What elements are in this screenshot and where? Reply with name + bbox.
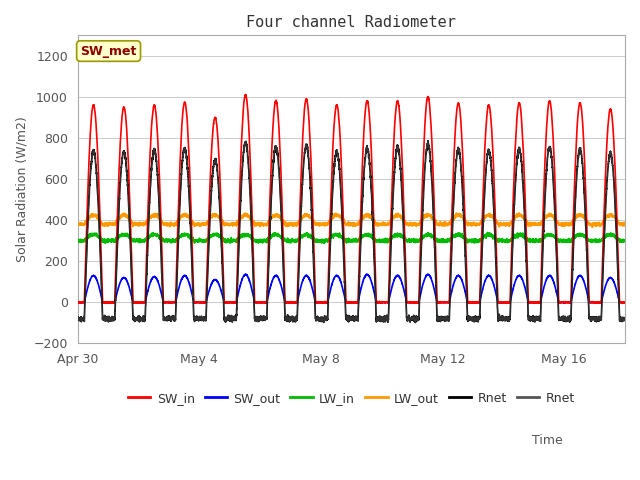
Rnet xyxy=(257,315,265,321)
Rnet xyxy=(96,239,104,244)
SW_out xyxy=(242,271,250,277)
LW_out xyxy=(257,222,265,228)
LW_out xyxy=(621,221,629,227)
SW_out xyxy=(615,297,623,302)
Rnet xyxy=(399,221,407,227)
LW_out xyxy=(515,210,523,216)
LW_out xyxy=(175,217,182,223)
Line: LW_out: LW_out xyxy=(77,213,625,228)
SW_in xyxy=(172,293,180,299)
Title: Four channel Radiometer: Four channel Radiometer xyxy=(246,15,456,30)
LW_in xyxy=(615,236,623,242)
LW_in xyxy=(621,238,629,243)
SW_in xyxy=(242,92,250,97)
Rnet xyxy=(74,316,81,322)
LW_out xyxy=(399,216,407,222)
SW_out xyxy=(257,300,265,305)
SW_in xyxy=(74,300,81,305)
SW_in xyxy=(76,300,84,306)
Line: Rnet: Rnet xyxy=(77,141,625,323)
Rnet xyxy=(399,221,407,227)
LW_in xyxy=(399,233,407,239)
LW_in xyxy=(102,240,109,246)
Y-axis label: Solar Radiation (W/m2): Solar Radiation (W/m2) xyxy=(15,117,28,262)
SW_out xyxy=(399,285,407,291)
SW_in xyxy=(621,300,629,305)
Line: Rnet: Rnet xyxy=(77,141,625,323)
Line: SW_out: SW_out xyxy=(77,274,625,302)
SW_in xyxy=(257,300,265,305)
Rnet xyxy=(412,320,419,325)
Text: SW_met: SW_met xyxy=(81,45,137,58)
SW_in xyxy=(615,281,623,287)
SW_out xyxy=(175,285,182,291)
Rnet xyxy=(621,316,629,322)
Line: SW_in: SW_in xyxy=(77,95,625,303)
SW_out xyxy=(621,299,629,305)
Rnet xyxy=(615,300,623,306)
LW_out xyxy=(172,221,179,227)
Text: Time: Time xyxy=(532,434,563,447)
Rnet xyxy=(172,314,179,320)
Line: LW_in: LW_in xyxy=(77,232,625,243)
SW_out xyxy=(172,299,179,305)
LW_out xyxy=(74,221,81,227)
LW_in xyxy=(484,229,492,235)
SW_out xyxy=(96,287,104,293)
Rnet xyxy=(175,225,182,231)
SW_in xyxy=(175,190,183,195)
Rnet xyxy=(172,314,179,320)
SW_in xyxy=(96,213,104,218)
LW_out xyxy=(589,225,596,230)
SW_out xyxy=(74,300,81,305)
Rnet xyxy=(257,315,265,321)
Rnet xyxy=(412,320,419,325)
LW_out xyxy=(615,220,623,226)
LW_in xyxy=(172,237,180,243)
LW_out xyxy=(96,218,104,224)
LW_in xyxy=(175,235,183,241)
Rnet xyxy=(424,138,432,144)
LW_in xyxy=(257,238,265,243)
Rnet xyxy=(96,239,104,244)
SW_in xyxy=(399,193,407,199)
Rnet xyxy=(424,138,432,144)
Rnet xyxy=(74,316,81,322)
Legend: SW_in, SW_out, LW_in, LW_out, Rnet, Rnet: SW_in, SW_out, LW_in, LW_out, Rnet, Rnet xyxy=(123,386,580,409)
LW_in xyxy=(74,238,81,243)
LW_in xyxy=(96,235,104,240)
Rnet xyxy=(615,300,623,306)
Rnet xyxy=(621,316,629,322)
Rnet xyxy=(175,225,182,231)
